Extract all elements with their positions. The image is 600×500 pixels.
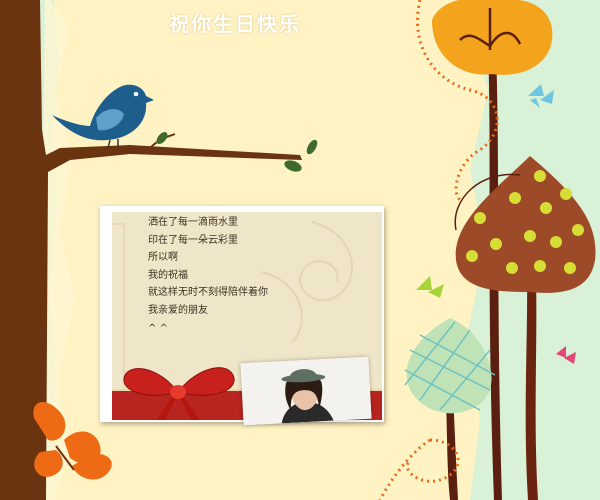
bird-icon (52, 84, 154, 149)
butterfly-icon (416, 276, 444, 298)
greeting-card: 洒在了每一滴雨水里 印在了每一朵云彩里 所以啊 我的祝福 就这样无时不刻得陪伴着… (100, 206, 384, 426)
ribbon-bow-icon (123, 367, 235, 420)
message-line: 所以啊 (148, 252, 178, 264)
message-line: 洒在了每一滴雨水里 (148, 217, 238, 228)
butterfly-icon (33, 401, 112, 480)
swirl-dots (415, 0, 499, 202)
message-line: 我亲爱的朋友 (148, 304, 208, 316)
portrait-photo (240, 356, 372, 426)
swirl-dots (378, 438, 460, 500)
leaf-icon (156, 132, 168, 144)
tree-trunk (525, 230, 538, 500)
message-line: 我的祝福 (148, 269, 188, 281)
tree-icon (454, 156, 596, 293)
portrait-illustration (240, 356, 372, 426)
butterfly-icon (556, 346, 576, 364)
tree-icon (404, 318, 496, 414)
tree-icon (432, 0, 553, 75)
message-lines: 洒在了每一滴雨水里 印在了每一朵云彩里 所以啊 我的祝福 就这样无时不刻得陪伴着… (148, 214, 268, 337)
message-line: 就这样无时不刻得陪伴着你 (148, 287, 268, 299)
butterfly-icon (528, 84, 554, 108)
leaf-icon (284, 160, 302, 172)
tree-trunk-left (0, 0, 302, 500)
message-line: 印在了每一朵云彩里 (148, 234, 238, 246)
message-line: ^ ^ (148, 322, 168, 334)
leaf-icon (306, 139, 318, 155)
page-title: 祝你生日快乐 (169, 12, 301, 36)
